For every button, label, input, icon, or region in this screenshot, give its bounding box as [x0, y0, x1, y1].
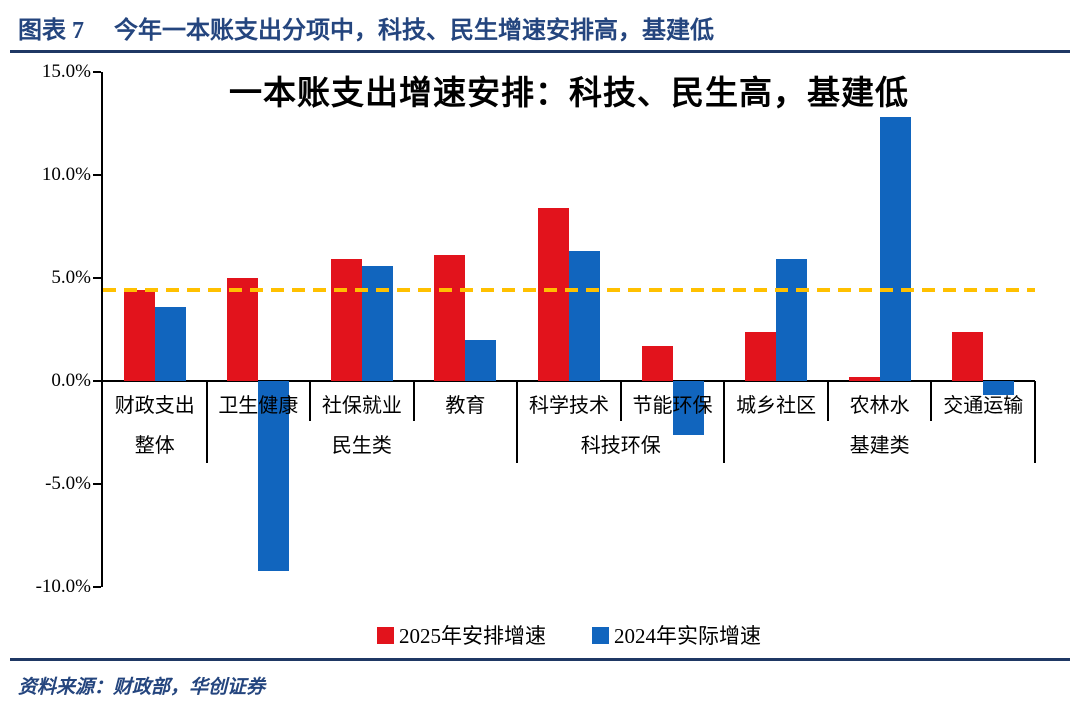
group-label: 民生类: [331, 435, 392, 457]
legend-label: 2025年安排增速: [399, 624, 546, 648]
legend-label: 2024年实际增速: [614, 624, 761, 648]
bar-2024-城乡社区: [776, 259, 808, 381]
bar-2025-交通运输: [952, 331, 984, 381]
bar-2024-科学技术: [569, 251, 600, 381]
y-axis-tick-label: 15.0%: [41, 61, 91, 82]
bar-2024-社保就业: [361, 265, 393, 381]
bar-2025-节能环保: [641, 345, 673, 381]
group-separator: [1034, 381, 1036, 463]
bar-2025-城乡社区: [745, 331, 777, 381]
category-separator: [309, 381, 312, 421]
category-label: 交通运输: [943, 395, 1024, 417]
category-separator: [412, 381, 415, 421]
bar-2025-财政支出: [123, 290, 155, 381]
y-axis-tick: [93, 277, 101, 279]
y-axis-tick: [93, 483, 101, 485]
category-separator: [826, 381, 829, 421]
bottom-divider: [10, 658, 1070, 661]
category-separator: [619, 381, 622, 421]
top-divider: [10, 50, 1070, 53]
bar-2024-教育: [465, 339, 497, 381]
category-separator: [930, 381, 933, 421]
legend: 2025年安排增速 2024年实际增速: [103, 620, 1035, 650]
y-axis-tick-label: -5.0%: [45, 473, 91, 494]
figure-header-title: 今年一本账支出分项中，科技、民生增速安排高，基建低: [114, 18, 714, 44]
category-label: 农林水: [849, 395, 910, 417]
category-label: 城乡社区: [736, 395, 817, 417]
bar-2025-社保就业: [330, 259, 362, 381]
figure-number: 图表 7: [18, 18, 84, 44]
legend-swatch-2025: [377, 626, 394, 644]
category-label: 卫生健康: [218, 395, 299, 417]
y-axis-tick-label: 0.0%: [51, 370, 91, 391]
bar-2025-农林水: [848, 376, 880, 381]
legend-swatch-2024: [592, 626, 609, 644]
bar-2024-节能环保: [672, 381, 704, 435]
figure-header: 图表 7 今年一本账支出分项中，科技、民生增速安排高，基建低: [18, 10, 714, 45]
category-label: 节能环保: [632, 395, 713, 417]
y-axis-tick: [93, 586, 101, 588]
bar-2025-教育: [434, 255, 466, 381]
y-axis-tick: [93, 380, 101, 382]
bar-2025-科学技术: [538, 207, 569, 381]
category-label: 科学技术: [528, 395, 609, 417]
group-separator: [723, 381, 726, 463]
y-axis-line: [101, 72, 103, 587]
bar-2024-卫生健康: [258, 381, 290, 571]
y-axis-tick: [93, 174, 101, 176]
category-label: 社保就业: [321, 395, 402, 417]
chart-title: 一本账支出增速安排：科技、民生高，基建低: [229, 76, 909, 112]
group-label: 整体: [134, 435, 175, 457]
y-axis-tick-label: -10.0%: [35, 576, 91, 597]
y-axis-tick-label: 5.0%: [51, 267, 91, 288]
y-axis-tick: [93, 71, 101, 73]
bar-2024-农林水: [879, 117, 911, 381]
bar-2024-财政支出: [154, 306, 186, 381]
x-axis-line: [103, 380, 1035, 382]
category-label: 财政支出: [114, 395, 195, 417]
plot-area: 15.0% 10.0% 5.0% 0.0% -5.0% -10.0% 财政支出 卫生健康 社保就…: [36, 61, 1036, 597]
group-separator: [205, 381, 208, 463]
legend-item: 2025年安排增速: [377, 620, 546, 650]
group-label: 科技环保: [580, 435, 661, 457]
group-separator: [516, 381, 519, 463]
y-axis-tick-label: 10.0%: [41, 164, 91, 185]
bar-2024-交通运输: [983, 381, 1015, 396]
group-label: 基建类: [849, 435, 910, 457]
source-note: 资料来源：财政部，华创证券: [18, 677, 266, 698]
reference-dashed-line: [103, 288, 1035, 293]
legend-item: 2024年实际增速: [592, 620, 761, 650]
category-label: 教育: [445, 395, 486, 417]
bar-2025-卫生健康: [227, 278, 259, 381]
